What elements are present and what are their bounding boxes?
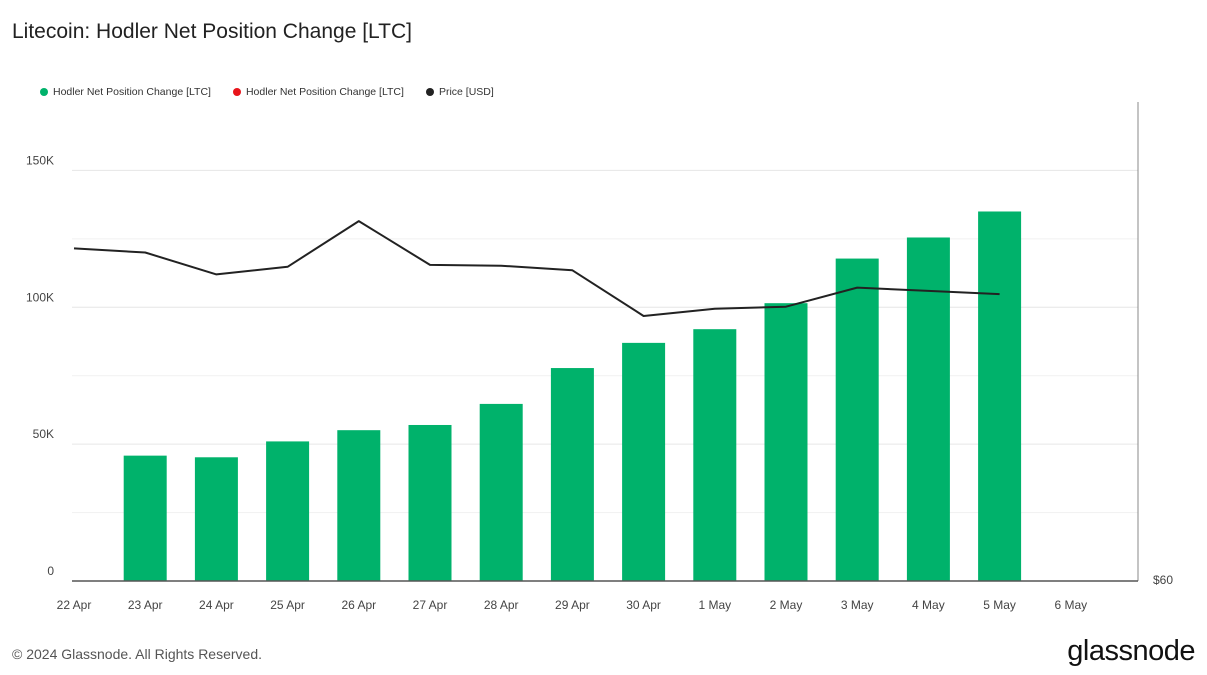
- x-tick-label: 22 Apr: [57, 598, 92, 612]
- bar: [479, 403, 523, 581]
- legend-item-hodler-green[interactable]: Hodler Net Position Change [LTC]: [40, 86, 211, 98]
- green-dot-icon: [40, 88, 48, 96]
- legend-label: Price [USD]: [438, 86, 494, 98]
- x-tick-label: 24 Apr: [199, 598, 234, 612]
- x-tick-label: 29 Apr: [555, 598, 590, 612]
- x-tick-label: 27 Apr: [413, 598, 448, 612]
- bar: [550, 368, 594, 581]
- legend: Hodler Net Position Change [LTC] Hodler …: [40, 86, 494, 98]
- bar: [123, 455, 167, 581]
- y2-tick-label: $60: [1153, 573, 1173, 587]
- x-tick-label: 30 Apr: [626, 598, 661, 612]
- x-tick-label: 2 May: [770, 598, 803, 612]
- y-tick-label: 150K: [26, 153, 54, 167]
- bar: [337, 430, 381, 581]
- price-line: [73, 220, 1000, 317]
- bar: [764, 303, 808, 581]
- black-dot-icon: [425, 88, 434, 96]
- x-tick-label: 1 May: [698, 598, 731, 612]
- bar: [978, 211, 1022, 581]
- copyright: © 2024 Glassnode. All Rights Reserved.: [12, 646, 263, 662]
- page-title: Litecoin: Hodler Net Position Change [LT…: [12, 20, 412, 43]
- y-tick-label: 50K: [33, 427, 54, 441]
- bar: [906, 237, 950, 581]
- glassnode-logo: glassnode: [1067, 635, 1195, 667]
- bar: [408, 424, 452, 581]
- legend-item-hodler-red[interactable]: Hodler Net Position Change [LTC]: [232, 86, 404, 98]
- x-tick-label: 25 Apr: [270, 598, 305, 612]
- x-tick-label: 3 May: [841, 598, 874, 612]
- legend-label: Hodler Net Position Change [LTC]: [245, 86, 404, 98]
- legend-label: Hodler Net Position Change [LTC]: [53, 86, 211, 98]
- y-tick-label: 100K: [26, 290, 54, 304]
- bar: [266, 441, 310, 581]
- bar: [194, 457, 238, 581]
- y-tick-label: 0: [47, 564, 54, 578]
- x-tick-label: 5 May: [983, 598, 1016, 612]
- x-tick-label: 26 Apr: [341, 598, 376, 612]
- bar: [693, 329, 737, 581]
- x-tick-label: 6 May: [1054, 598, 1087, 612]
- x-tick-label: 23 Apr: [128, 598, 163, 612]
- x-tick-label: 28 Apr: [484, 598, 519, 612]
- bar: [835, 258, 879, 581]
- red-dot-icon: [232, 88, 241, 96]
- legend-item-price[interactable]: Price [USD]: [425, 86, 494, 98]
- x-tick-label: 4 May: [912, 598, 945, 612]
- bar: [622, 342, 666, 581]
